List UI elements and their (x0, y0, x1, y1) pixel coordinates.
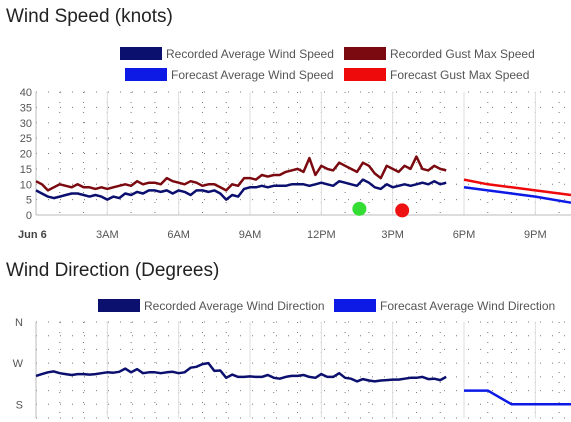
legend-swatch-recorded-average-wind-speed (120, 47, 162, 60)
y-tick-label: 20 (20, 149, 32, 161)
legend-label-recorded-average-wind-speed: Recorded Average Wind Speed (166, 47, 334, 61)
y-tick-label: W (13, 358, 24, 370)
legend-swatch-forecast-gust-max-speed (344, 68, 386, 81)
x-tick-label: 6AM (167, 229, 190, 241)
x-tick-label: 3AM (96, 229, 119, 241)
y-tick-label: 25 (20, 133, 32, 145)
y-tick-label: 15 (20, 164, 32, 176)
legend-label-forecast-average-wind-direction: Forecast Average Wind Direction (380, 299, 555, 313)
legend-swatch-forecast-average-wind-speed (125, 68, 167, 81)
x-tick-label: 12PM (307, 229, 336, 241)
y-tick-label: 35 (20, 102, 32, 114)
series-line-forecast-average-wind-direction (464, 389, 571, 406)
y-tick-label: S (16, 399, 23, 411)
legend-swatch-recorded-gust-max-speed (344, 47, 386, 60)
legend-label-recorded-average-wind-direction: Recorded Average Wind Direction (144, 299, 325, 313)
y-tick-label: 5 (26, 195, 32, 207)
legend-label-forecast-gust-max-speed: Forecast Gust Max Speed (390, 68, 529, 82)
grid (35, 91, 571, 215)
series-line-recorded-average-wind-direction (35, 361, 447, 383)
marker-dot (352, 201, 367, 216)
x-tick-label: Jun 6 (18, 229, 47, 241)
x-tick-label: 9AM (239, 229, 262, 241)
grid (35, 321, 571, 419)
series-line-recorded-gust-max-speed (35, 155, 447, 192)
legend-swatch-forecast-average-wind-direction (334, 299, 376, 312)
series-line-forecast-gust-max-speed (463, 178, 571, 197)
x-tick-label: 9PM (524, 229, 547, 241)
wind-speed-chart: Recorded Average Wind Speed Recorded Gust… (18, 47, 571, 241)
y-tick-label: 10 (20, 179, 32, 191)
x-tick-label: 6PM (453, 229, 476, 241)
series-line-recorded-average-wind-speed (35, 178, 447, 201)
series-line-forecast-average-wind-speed (463, 186, 571, 204)
legend-swatch-recorded-average-wind-direction (98, 299, 140, 312)
legend-label-forecast-average-wind-speed: Forecast Average Wind Speed (171, 68, 334, 82)
wind-direction-title: Wind Direction (Degrees) (6, 260, 220, 281)
y-tick-label: N (15, 317, 23, 329)
x-tick-label: 3PM (381, 229, 404, 241)
legend-label-recorded-gust-max-speed: Recorded Gust Max Speed (390, 47, 535, 61)
y-tick-label: 0 (26, 210, 32, 222)
marker-dot (395, 203, 410, 218)
y-tick-label: 30 (20, 118, 32, 130)
y-tick-label: 40 (20, 87, 32, 99)
wind-speed-title: Wind Speed (knots) (6, 6, 173, 27)
